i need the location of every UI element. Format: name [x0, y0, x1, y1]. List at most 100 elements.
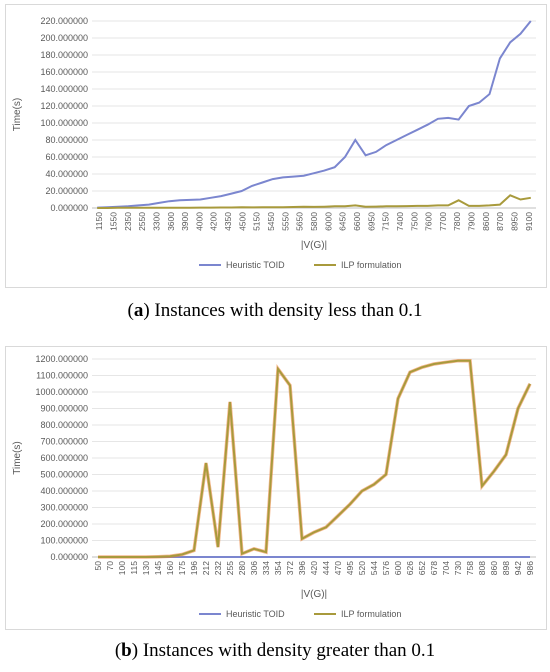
chart-a-x-tick-label: 7600: [424, 212, 434, 231]
chart-b-y-tick-label: 100.000000: [40, 536, 88, 546]
chart-b-x-tick-label: 730: [453, 561, 463, 575]
chart-b-x-tick-label: 704: [441, 561, 451, 575]
chart-a-y-axis-title: Time(s): [12, 98, 23, 132]
chart-a-x-tick-label: 9100: [524, 212, 534, 231]
chart-a-y-tick-label: 200.000000: [40, 33, 88, 43]
chart-a-x-tick-label: 6600: [352, 212, 362, 231]
chart-a-x-tick-label: 5800: [309, 212, 319, 231]
chart-a-x-tick-label: 7150: [381, 212, 391, 231]
chart-b-x-tick-label: 860: [489, 561, 499, 575]
chart-b-x-tick-label: 495: [345, 561, 355, 575]
chart-a-y-tick-label: 220.000000: [40, 16, 88, 26]
chart-b-y-tick-label: 1200.000000: [35, 354, 88, 364]
chart-b-y-tick-label: 800.000000: [40, 420, 88, 430]
chart-b-y-tick-label: 600.000000: [40, 453, 88, 463]
chart-a-y-tick-label: 120.000000: [40, 101, 88, 111]
chart-b-legend-label: ILP formulation: [341, 609, 401, 619]
chart-a-x-tick-label: 6000: [323, 212, 333, 231]
caption-a-text: Instances with density less than 0.1: [149, 300, 423, 321]
chart-a-x-tick-label: 7400: [395, 212, 405, 231]
chart-b-x-tick-label: 986: [525, 561, 535, 575]
caption-a: (a) Instances with density less than 0.1: [127, 300, 423, 321]
chart-b-series-highlight: [98, 358, 532, 559]
chart-a-x-tick-label: 2350: [123, 212, 133, 231]
chart-b-x-tick-label: 396: [297, 561, 307, 575]
chart-a-x-tick-label: 4200: [209, 212, 219, 231]
chart-a-x-axis-title: |V(G)|: [301, 240, 327, 251]
caption-a-letter: a: [133, 300, 144, 321]
chart-b-x-tick-label: 470: [333, 561, 343, 575]
chart-b-x-tick-label: 196: [189, 561, 199, 575]
chart-b-series-line-2: [98, 359, 531, 558]
chart-a-x-tick-label: 5650: [295, 212, 305, 231]
chart-a-series-line-2: [97, 194, 531, 209]
chart-a-series-line-1: [97, 20, 532, 209]
chart-a-x-tick-label: 6950: [366, 212, 376, 231]
chart-b-x-tick-label: 115: [129, 561, 139, 575]
chart-b-y-tick-label: 200.000000: [40, 519, 88, 529]
chart-a-legend-label: ILP formulation: [341, 260, 401, 270]
chart-b: 0.000000 100.000000 200.000000 300.000000 40…: [12, 354, 536, 619]
chart-b-x-tick-label: 372: [285, 561, 295, 575]
chart-b-x-tick-label: 334: [261, 561, 271, 575]
chart-b-y-axis-title: Time(s): [12, 441, 23, 475]
chart-b-x-tick-label: 678: [429, 561, 439, 575]
chart-a-x-tick-label: 5150: [252, 212, 262, 231]
chart-a-x-tick-label: 4350: [223, 212, 233, 231]
caption-b-text: Instances with density greater than 0.1: [138, 640, 436, 661]
chart-b-x-tick-label: 130: [141, 561, 151, 575]
chart-a-x-tick-label: 7900: [467, 212, 477, 231]
chart-b-x-tick-label: 544: [369, 561, 379, 575]
chart-a-y-tick-label: 40.000000: [45, 169, 88, 179]
chart-b-y-tick-label: 0.000000: [50, 552, 88, 562]
chart-a-x-tick-label: 7700: [438, 212, 448, 231]
chart-a-x-tick-label: 1550: [108, 212, 118, 231]
chart-b-y-tick-label: 900.000000: [40, 404, 88, 414]
chart-b-x-tick-label: 758: [465, 561, 475, 575]
chart-a-x-tick-label: 4000: [194, 212, 204, 231]
chart-a: 0.000000 20.000000 40.000000 60.000000 80.00…: [12, 16, 536, 270]
chart-b-x-tick-label: 232: [213, 561, 223, 575]
chart-a-y-tick-label: 100.000000: [40, 118, 88, 128]
chart-a-legend-label: Heuristic TOID: [226, 260, 285, 270]
chart-b-y-tick-label: 400.000000: [40, 486, 88, 496]
chart-b-x-tick-label: 306: [249, 561, 259, 575]
chart-a-y-tick-label: 80.000000: [45, 135, 88, 145]
chart-b-x-tick-label: 354: [273, 561, 283, 575]
chart-b-x-tick-label: 626: [405, 561, 415, 575]
chart-a-y-tick-label: 20.000000: [45, 186, 88, 196]
chart-b-x-tick-label: 652: [417, 561, 427, 575]
chart-a-x-tick-label: 2550: [137, 212, 147, 231]
chart-a-x-tick-label: 8600: [481, 212, 491, 231]
chart-a-x-tick-label: 1150: [94, 212, 104, 231]
caption-b-letter: b: [121, 640, 132, 661]
chart-b-x-tick-label: 420: [309, 561, 319, 575]
chart-b-x-tick-label: 175: [177, 561, 187, 575]
chart-a-x-tick-label: 7500: [409, 212, 419, 231]
chart-a-x-tick-label: 7800: [452, 212, 462, 231]
chart-b-x-tick-label: 576: [381, 561, 391, 575]
caption-b: (b) Instances with density greater than …: [114, 640, 436, 661]
chart-b-x-tick-label: 808: [477, 561, 487, 575]
chart-a-y-tick-label: 0.000000: [50, 203, 88, 213]
chart-a-x-tick-label: 3600: [166, 212, 176, 231]
chart-a-x-tick-label: 5450: [266, 212, 276, 231]
chart-b-y-tick-label: 300.000000: [40, 503, 88, 513]
chart-b-x-tick-label: 280: [237, 561, 247, 575]
chart-b-y-tick-label: 700.000000: [40, 437, 88, 447]
chart-b-x-tick-label: 70: [105, 561, 115, 571]
chart-a-y-tick-label: 180.000000: [40, 50, 88, 60]
chart-b-x-tick-label: 898: [501, 561, 511, 575]
chart-a-y-tick-label: 60.000000: [45, 152, 88, 162]
chart-b-x-tick-label: 255: [225, 561, 235, 575]
chart-a-x-tick-label: 6450: [338, 212, 348, 231]
chart-b-x-tick-label: 212: [201, 561, 211, 575]
chart-b-x-tick-label: 600: [393, 561, 403, 575]
chart-b-x-tick-label: 942: [513, 561, 523, 575]
chart-a-x-tick-label: 3300: [151, 212, 161, 231]
chart-a-x-tick-label: 8700: [495, 212, 505, 231]
chart-b-x-tick-label: 50: [93, 561, 103, 571]
chart-b-y-tick-label: 1000.000000: [35, 387, 88, 397]
chart-b-panel: 0.000000 100.000000 200.000000 300.000000 40…: [5, 346, 547, 630]
chart-a-y-tick-label: 140.000000: [40, 84, 88, 94]
